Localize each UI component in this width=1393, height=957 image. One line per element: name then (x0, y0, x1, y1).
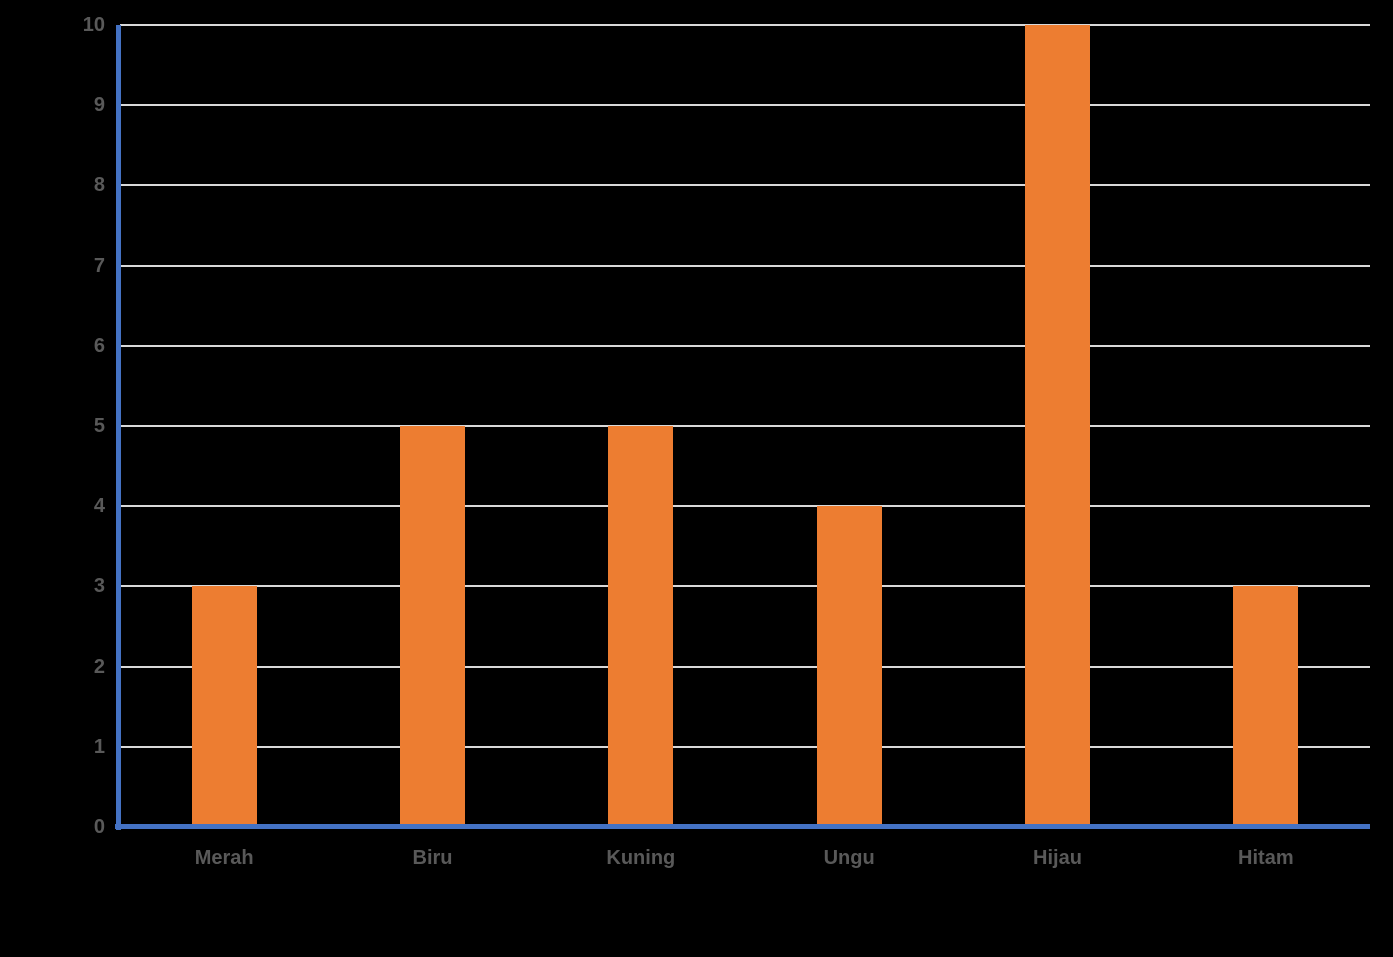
y-tick-label-5: 5 (93, 415, 105, 437)
gridline-9 (120, 104, 1370, 107)
gridline-5 (120, 425, 1370, 427)
gridline-4 (120, 505, 1370, 508)
bar-ungu (816, 506, 882, 827)
y-tick-label-8: 8 (93, 174, 105, 197)
x-category-label-hitam: Hitam (1238, 847, 1294, 869)
y-tick-label-0: 0 (93, 816, 105, 838)
bar-merah (191, 586, 257, 827)
gridline-10 (120, 24, 1370, 26)
gridline-8 (120, 184, 1370, 187)
y-axis-line (116, 25, 121, 830)
y-tick-label-1: 1 (93, 735, 105, 758)
gridline-1 (120, 745, 1370, 748)
plot-area (115, 24, 1370, 830)
y-tick-label-6: 6 (93, 334, 105, 357)
x-axis-category-labels: Merah Biru Kuning Ungu Hijau Hitam (120, 845, 1370, 875)
y-tick-label-9: 9 (93, 94, 105, 117)
x-category-label-biru: Biru (412, 847, 453, 869)
x-category-label-hijau: Hijau (1033, 847, 1082, 869)
bar-hitam (1233, 586, 1299, 827)
x-axis-line (115, 824, 1370, 829)
x-category-label-merah: Merah (194, 847, 254, 869)
y-tick-label-2: 2 (93, 655, 105, 678)
bar-hijau (1025, 25, 1090, 827)
x-category-label-ungu: Ungu (823, 847, 875, 869)
bar-kuning (608, 426, 674, 827)
gridline-2 (120, 665, 1370, 668)
x-category-label-kuning: Kuning (606, 847, 676, 869)
y-tick-label-10: 10 (82, 14, 105, 36)
gridline-7 (120, 264, 1370, 267)
y-tick-label-3: 3 (93, 575, 105, 598)
gridline-3 (120, 585, 1370, 588)
bar-biru (400, 426, 465, 827)
y-tick-label-7: 7 (93, 254, 105, 277)
y-axis-tick-labels: 0 1 2 3 4 5 6 7 8 9 10 (0, 0, 105, 957)
gridline-6 (120, 344, 1370, 347)
y-tick-label-4: 4 (93, 495, 105, 518)
